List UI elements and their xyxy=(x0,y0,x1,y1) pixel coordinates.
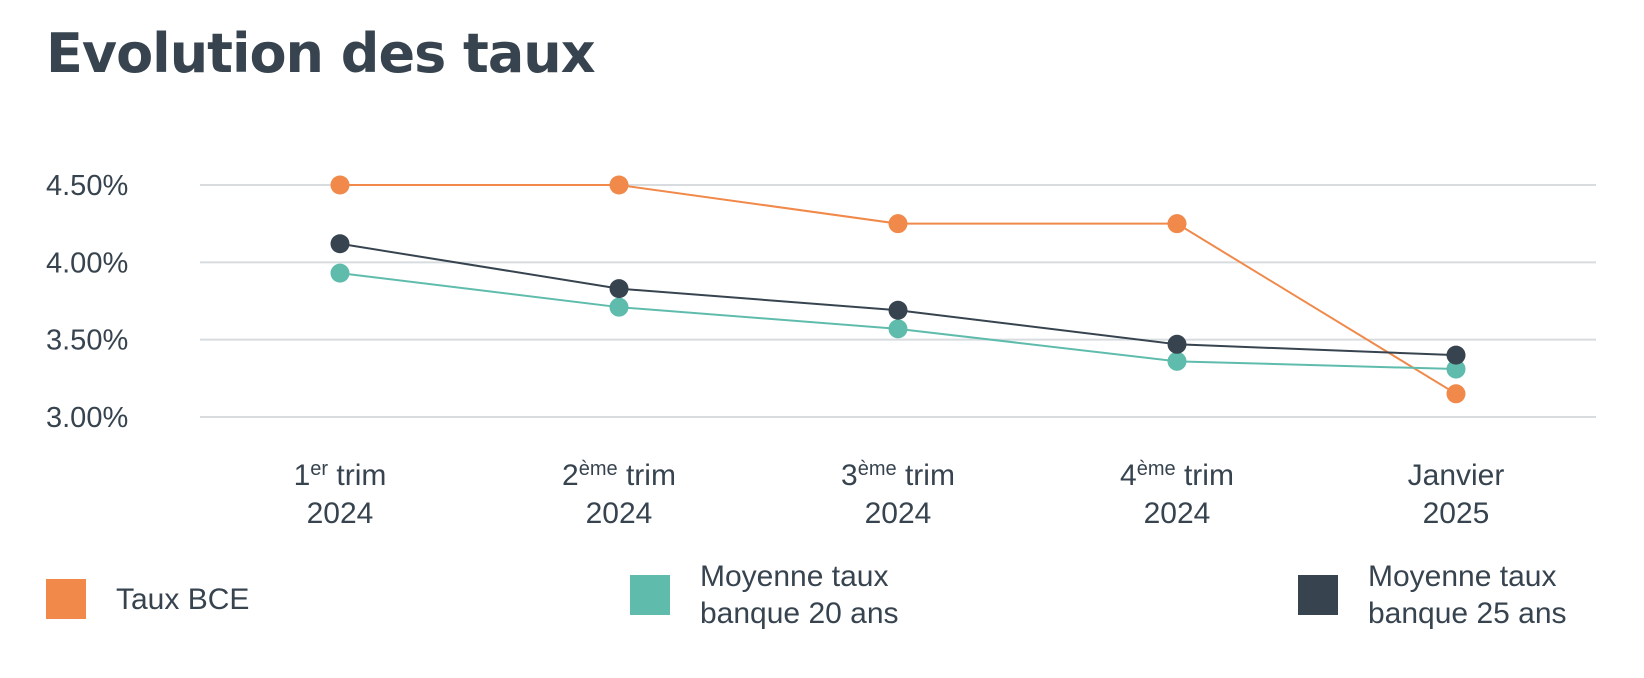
data-point xyxy=(1167,351,1187,371)
legend-swatch-taux-bce xyxy=(46,579,86,619)
data-point xyxy=(330,234,350,254)
y-tick-label: 3.50% xyxy=(46,325,128,357)
x-category-label: Janvier xyxy=(1408,459,1505,492)
series-line xyxy=(339,242,1457,357)
data-point xyxy=(1446,359,1466,379)
x-category-label-base: 2 xyxy=(562,459,579,492)
data-point xyxy=(609,175,629,195)
legend-item-moyenne-25-ans[interactable]: Moyenne taux banque 25 ans xyxy=(1298,558,1567,632)
data-point xyxy=(1167,334,1187,354)
x-category-label-year: 2025 xyxy=(1423,497,1490,530)
y-axis-tick-labels: 3.00% 3.50% 4.00% 4.50% xyxy=(46,170,128,434)
x-category-label-year: 2024 xyxy=(586,497,653,530)
legend-item-taux-bce[interactable]: Taux BCE xyxy=(46,579,249,619)
data-point xyxy=(1167,214,1187,234)
legend-label-taux-bce: Taux BCE xyxy=(116,582,250,616)
series-0 xyxy=(330,175,1466,404)
y-tick-label: 4.00% xyxy=(46,247,128,279)
x-category-label-base: 1 xyxy=(294,459,311,492)
y-tick-label: 4.50% xyxy=(46,170,128,202)
x-category-label: 3ème trim xyxy=(841,458,955,492)
x-category-label-year: 2024 xyxy=(1144,497,1211,530)
x-category-label-year: 2024 xyxy=(307,497,374,530)
x-category-label-year: 2024 xyxy=(865,497,932,530)
y-tick-label: 3.00% xyxy=(46,402,128,434)
x-category-label-superscript: er xyxy=(310,458,328,480)
x-category-label-base: Janvier xyxy=(1408,459,1505,492)
data-point xyxy=(609,279,629,299)
x-category-label-base: 3 xyxy=(841,459,858,492)
series-lines xyxy=(330,175,1466,404)
x-category-label: 4ème trim xyxy=(1120,458,1234,492)
data-point xyxy=(1446,345,1466,365)
x-category-label: 1er trim xyxy=(294,458,387,492)
data-point xyxy=(330,175,350,195)
legend-label-moyenne-20-ans: Moyenne taux banque 20 ans xyxy=(700,560,899,630)
data-point xyxy=(330,263,350,283)
legend-swatch-moyenne-25-ans xyxy=(1298,575,1338,615)
data-point xyxy=(888,300,908,320)
x-category-label-rest: trim xyxy=(897,459,955,492)
series-2 xyxy=(330,234,1466,365)
x-category-label-rest: trim xyxy=(1176,459,1234,492)
x-category-label-superscript: ème xyxy=(579,458,618,480)
x-category-label: 2ème trim xyxy=(562,458,676,492)
data-point xyxy=(1446,384,1466,404)
legend-swatch-moyenne-20-ans xyxy=(630,575,670,615)
series-1 xyxy=(330,263,1466,379)
x-category-label-superscript: ème xyxy=(1137,458,1176,480)
legend-label-moyenne-25-ans: Moyenne taux banque 25 ans xyxy=(1368,560,1567,630)
data-point xyxy=(888,319,908,339)
x-category-label-base: 4 xyxy=(1120,459,1137,492)
data-point xyxy=(888,214,908,234)
x-category-label-superscript: ème xyxy=(858,458,897,480)
legend-item-moyenne-20-ans[interactable]: Moyenne taux banque 20 ans xyxy=(630,558,899,632)
x-category-label-rest: trim xyxy=(618,459,676,492)
chart-title: Evolution des taux xyxy=(46,22,596,85)
data-point xyxy=(609,297,629,317)
x-category-label-rest: trim xyxy=(328,459,386,492)
